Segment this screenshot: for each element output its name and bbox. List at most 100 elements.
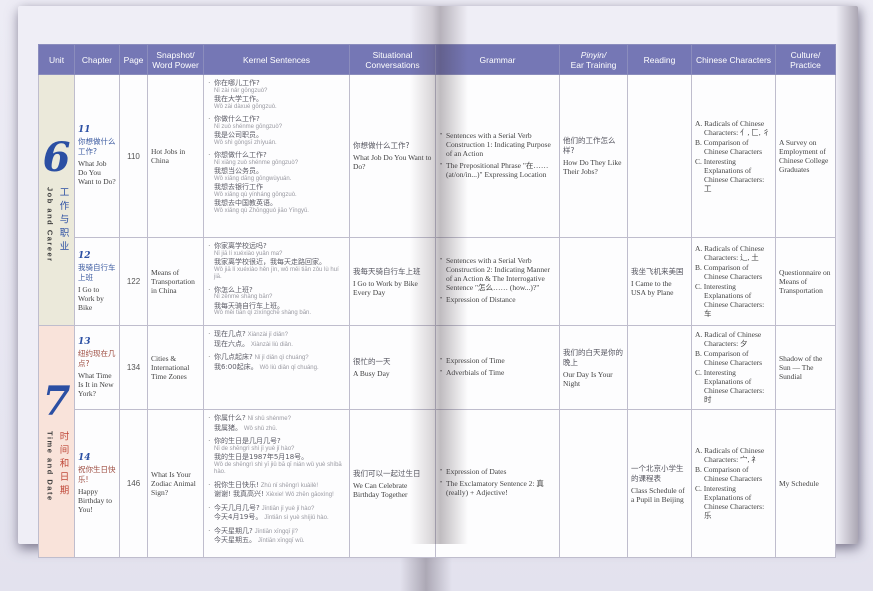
reading-en: I Came to the USA by Plane (631, 278, 674, 297)
col-header-kernel-sentences: Kernel Sentences (203, 44, 350, 75)
kernel-chinese: 祝你生日快乐! (214, 480, 259, 489)
kernel-line: 现在几点? Xiànzài jǐ diǎn? (214, 330, 347, 340)
kernel-pinyin: Wǒ měi tiān qí zìxíngchē shàng bān. (214, 310, 312, 316)
page-number-cell: 146 (119, 409, 148, 558)
kernel-chinese: 我家离学校很近，我每天走路回家。 (214, 258, 326, 266)
kernel-sentences-cell: 现在几点? Xiànzài jǐ diǎn?现在六点。 Xiànzài liù … (203, 325, 350, 410)
contents-table: Unit Chapter Page Snapshot/ Word Power K… (38, 44, 836, 558)
kernel-line: 今天星期几? Jīntiān xīngqī jǐ? (214, 527, 347, 537)
kernel-sentence-group: 你怎么上班?Nǐ zěnme shàng bān?我每天骑自行车上班。Wǒ mě… (208, 285, 347, 318)
pinyin-cell: 我们的白天是你的晚上 Our Day Is Your Night (559, 325, 628, 410)
kernel-chinese: 我的生日是1987年5月18号。 (214, 453, 309, 461)
kernel-pinyin: Wǒ de shēngrì shì yī jiǔ bā qī nián wǔ y… (214, 461, 342, 476)
culture-cell: My Schedule (775, 409, 836, 558)
page-number-cell: 110 (119, 74, 148, 238)
kernel-sentence-group: 你在哪儿工作?Nǐ zài nǎr gōngzuò?我在大学工作。Wǒ zài … (208, 78, 347, 111)
kernel-line: 今天几月几号? Jīntiān jǐ yuè jǐ hào? (214, 504, 347, 514)
kernel-chinese: 今天几月几号? (214, 503, 260, 512)
unit-name-en: Time and Date (45, 431, 55, 502)
kernel-line: 谢谢! 我真高兴! Xièxie! Wǒ zhēn gāoxìng! (214, 490, 347, 500)
kernel-chinese: 谢谢! 我真高兴! (214, 490, 264, 498)
grammar-bullet-item: Expression of Distance (439, 295, 556, 304)
kernel-chinese: 我在大学工作。 (214, 95, 263, 103)
kernel-pinyin: Wǒ zài dàxué gōngzuò. (214, 103, 277, 110)
kernel-chinese: 你家离学校远吗? (214, 242, 267, 250)
table-header-row: Unit Chapter Page Snapshot/ Word Power K… (38, 44, 836, 75)
kernel-chinese: 我想去银行工作 (214, 183, 263, 191)
chinese-characters-item: C. Interesting Explanations of Chinese C… (695, 156, 765, 193)
col-header-situational-conversations: Situational Conversations (349, 44, 436, 75)
unit-labels: Time and Date 时间和日期 (40, 431, 74, 502)
kernel-sentence-group: 你的生日是几月几号?Nǐ de shēngrì shì jǐ yuè jǐ hà… (208, 436, 347, 477)
col-header-page: Page (119, 44, 148, 75)
pinyin-cell (559, 409, 628, 558)
kernel-sentence-group: 今天几月几号? Jīntiān jǐ yuè jǐ hào?今天4月19号。 J… (208, 503, 347, 523)
kernel-chinese: 我是公司职员。 (214, 131, 263, 139)
chinese-characters-item: B. Comparison of Chinese Characters (695, 465, 763, 483)
situational-cell: 我们可以一起过生日 We Can Celebrate Birthday Toge… (349, 409, 436, 558)
situational-cell: 我每天骑自行车上班 I Go to Work by Bike Every Day (349, 237, 436, 326)
kernel-sentence-group: 今天星期几? Jīntiān xīngqī jǐ?今天星期五。 Jīntiān … (208, 526, 347, 546)
kernel-chinese: 你想做什么工作? (214, 151, 267, 159)
col-header-unit: Unit (38, 44, 75, 75)
kernel-pinyin: Nǐ jǐ diǎn qǐ chuáng? (254, 355, 309, 361)
kernel-chinese: 现在几点? (214, 330, 246, 338)
col-header-culture-practice: Culture/ Practice (775, 44, 836, 75)
situational-cell: 很忙的一天 A Busy Day (349, 325, 436, 410)
pinyin-cell: 他们的工作怎么样? How Do They Like Their Jobs? (559, 74, 628, 238)
chapter-cell: 11 你想做什么工作? What Job Do You Want to Do? (74, 74, 120, 238)
pinyin-zh: 我们的白天是你的晚上 (563, 347, 623, 367)
kernel-chinese: 今天星期几? (214, 526, 253, 535)
chapter-number: 13 (78, 336, 91, 347)
col-header-chapter: Chapter (74, 44, 120, 75)
kernel-pinyin: Wǒ xiǎng qù yínháng gōngzuò. (214, 191, 297, 198)
chinese-characters-item: C. Interesting Explanations of Chinese C… (695, 484, 765, 520)
chinese-characters-item: B. Comparison of Chinese Characters (695, 263, 763, 281)
culture-cell: Questionnaire on Means of Transportation (775, 237, 836, 326)
situational-cell: 你想做什么工作? What Job Do You Want to Do? (349, 74, 436, 238)
pinyin-en: How Do They Like Their Jobs? (563, 158, 622, 176)
kernel-chinese: 今天4月19号。 (214, 513, 263, 521)
situational-zh: 我每天骑自行车上班 (353, 266, 421, 276)
situational-en: What Job Do You Want to Do? (353, 153, 432, 171)
chinese-characters-item: B. Comparison of Chinese Characters (695, 137, 763, 156)
page-number-cell: 122 (119, 237, 148, 326)
kernel-pinyin: Xièxie! Wǒ zhēn gāoxìng! (265, 492, 334, 498)
kernel-sentence-group: 你属什么? Nǐ shǔ shénme?我属猪。 Wǒ shǔ zhū. (208, 413, 347, 434)
chinese-characters-item: C. Interesting Explanations of Chinese C… (695, 368, 765, 404)
kernel-pinyin: Xiànzài liù diǎn. (250, 341, 293, 348)
chapter-row-12: 12 我骑自行车上班 I Go to Work by Bike 122 Mean… (39, 237, 836, 326)
kernel-chinese: 你几点起床? (214, 353, 253, 361)
kernel-pinyin: Nǐ zài nǎr gōngzuò? (214, 87, 268, 94)
kernel-chinese: 我属猪。 (214, 423, 242, 432)
kernel-pinyin: Wǒ liù diǎn qǐ chuáng. (259, 364, 319, 371)
chapter-cell: 14 祝你生日快乐! Happy Birthday to You! (74, 409, 120, 558)
kernel-pinyin: Jīntiān sì yuè shíjiǔ hào. (264, 515, 329, 521)
kernel-chinese: 你做什么工作? (214, 115, 260, 123)
col-header-snapshot: Snapshot/ Word Power (147, 44, 204, 75)
kernel-pinyin: Jīntiān jǐ yuè jǐ hào? (261, 505, 315, 512)
kernel-chinese: 你怎么上班? (214, 285, 253, 294)
kernel-sentence-group: 你做什么工作?Nǐ zuò shénme gōngzuò?我是公司职员。Wǒ s… (208, 114, 347, 147)
snapshot-cell: Means of Transportation in China (147, 237, 204, 326)
chapter-title-zh: 祝你生日快乐! (78, 464, 116, 484)
chinese-characters-item: A. Radicals of Chinese Characters: 亻, 匚,… (695, 118, 771, 137)
kernel-line: 现在六点。 Xiànzài liù diǎn. (214, 340, 347, 350)
kernel-line: 我属猪。 Wǒ shǔ zhū. (214, 424, 347, 434)
unit-name-zh: 时间和日期 (57, 431, 69, 499)
col-header-grammar: Grammar (435, 44, 560, 75)
kernel-chinese: 我6:00起床。 (214, 362, 258, 371)
col-header-pinyin-ear-training: Pinyin/ Ear Training (559, 44, 628, 75)
chapter-title-zh: 我骑自行车上班 (78, 262, 116, 282)
chapter-title-zh: 纽约现在几点? (78, 348, 116, 368)
kernel-line: 今天星期五。 Jīntiān xīngqī wǔ. (214, 536, 347, 546)
kernel-sentence-group: 你想做什么工作?Nǐ xiǎng zuò shénme gōngzuò?我想当公… (208, 150, 347, 215)
kernel-pinyin: Wǒ jiā lí xuéxiào hěn jìn, wǒ měi tiān z… (214, 266, 339, 281)
kernel-chinese: 我每天骑自行车上班。 (214, 301, 284, 310)
col-header-chinese-characters: Chinese Characters (691, 44, 776, 75)
kernel-chinese: 现在六点。 (214, 339, 249, 348)
snapshot-cell: Cities & International Time Zones (147, 325, 204, 410)
situational-en: A Busy Day (353, 369, 390, 378)
